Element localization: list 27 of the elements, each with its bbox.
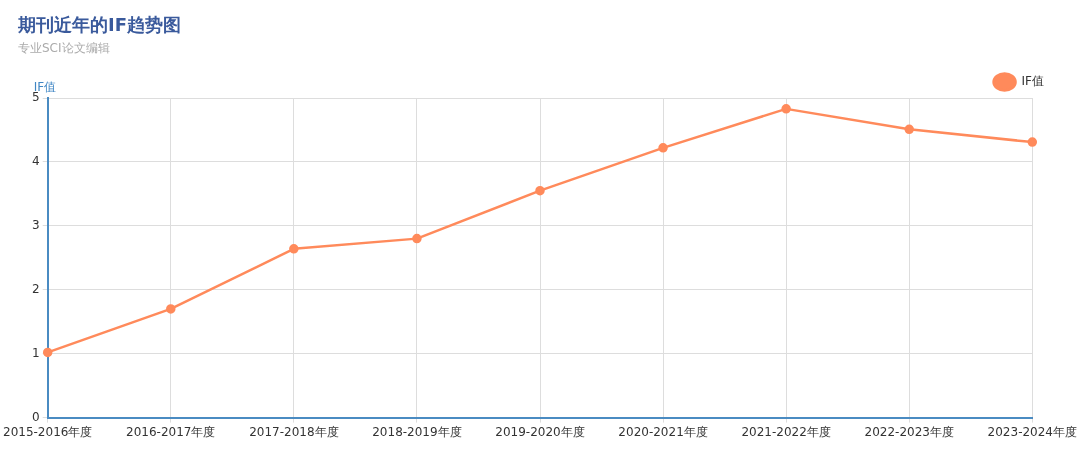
point [42, 347, 53, 358]
point [166, 304, 176, 314]
point [289, 244, 299, 254]
x-tick-label: 2016-2017年度 [126, 424, 216, 439]
y-tick-label: 3 [32, 217, 40, 232]
x-tick-label: 2022-2023年度 [864, 424, 954, 439]
point [412, 233, 422, 244]
legend-label: IF值 [1021, 74, 1045, 89]
point [781, 104, 791, 114]
x-tick-label: 2021-2022年度 [741, 424, 831, 439]
y-tick-label: 4 [32, 154, 40, 169]
x-tick-label: 2015-2016年度 [2, 424, 93, 439]
x-tick-label: 2017-2018年度 [249, 424, 339, 439]
chart-title: 期刊近年的IF趋势图 [17, 14, 181, 36]
x-tick-label: 2023-2024年度 [987, 424, 1078, 439]
x-tick-label: 2018-2019年度 [372, 424, 462, 439]
y-tick-label: 1 [32, 345, 40, 360]
point [904, 124, 914, 135]
y-tick-label: 2 [32, 281, 40, 296]
x-tick-label: 2020-2021年度 [618, 424, 708, 439]
y-tick-label: 5 [32, 90, 40, 105]
chart-subtitle: 专业SCI论文编辑 [18, 40, 110, 55]
point [1027, 137, 1038, 147]
y-tick-label: 0 [32, 409, 40, 424]
point [658, 143, 668, 153]
x-tick-label: 2019-2020年度 [495, 424, 585, 439]
point [535, 185, 545, 196]
